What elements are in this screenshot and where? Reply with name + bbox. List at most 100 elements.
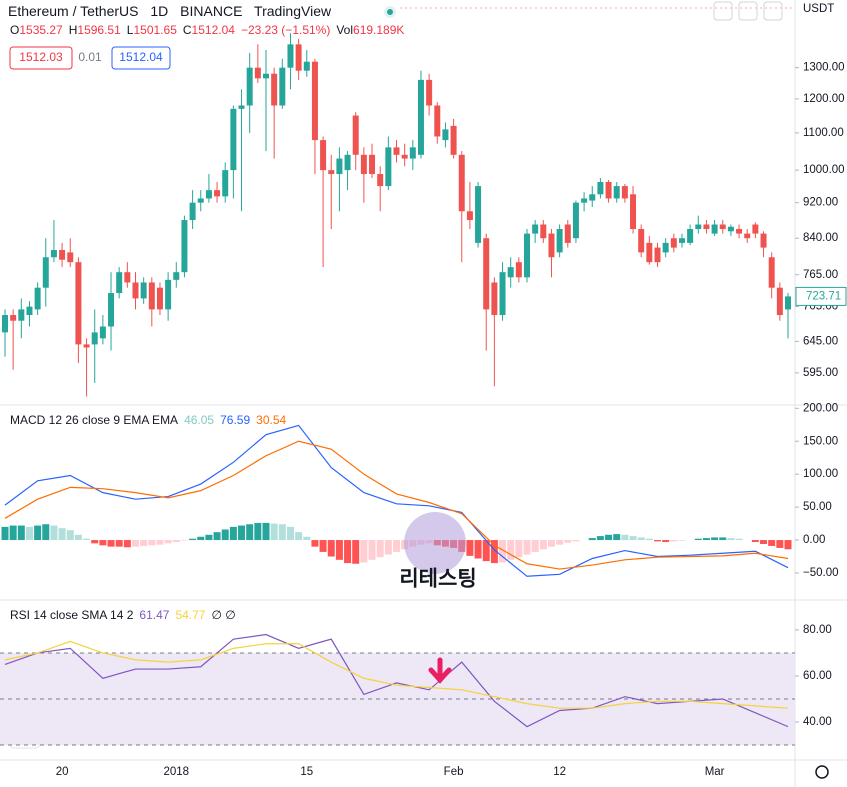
histogram-bar (768, 540, 776, 546)
candle-body (360, 154, 367, 175)
candle-body (287, 44, 294, 68)
y-tick-label: 1200.00 (803, 93, 845, 105)
x-tick-label: 2018 (163, 766, 189, 778)
y-tick-label: 1000.00 (803, 164, 845, 176)
histogram-bar (564, 540, 572, 543)
histogram-bar (221, 529, 229, 541)
candle-body (279, 67, 286, 106)
y-tick-label: 150.00 (803, 435, 838, 447)
ohlc-line: O1535.27 H1596.51 L1501.65 C1512.04 −23.23 (… (10, 23, 404, 37)
histogram-bar (605, 534, 613, 541)
histogram-bar (238, 525, 246, 541)
y-tick-label: 595.00 (803, 367, 838, 379)
legend: MACD 12 26 close 9 EMA EMA 46.05 76.59 30.5… (10, 413, 286, 427)
histogram-bar (107, 540, 115, 547)
histogram-bar (50, 525, 58, 541)
histogram-bar (694, 538, 702, 541)
icon-button[interactable] (763, 1, 783, 21)
histogram-bar (99, 540, 107, 546)
candle-body (10, 315, 17, 321)
candle-body (475, 186, 482, 243)
x-tick-label: 20 (56, 766, 69, 778)
buy-box[interactable] (111, 46, 171, 70)
y-tick-label: −50.00 (803, 567, 839, 579)
histogram-bar (482, 540, 490, 562)
candle-body (687, 229, 694, 243)
highlight-circle (404, 512, 466, 574)
legend-value: 61.47 (139, 608, 169, 622)
candle-body (197, 198, 204, 203)
candle-body (246, 67, 253, 106)
histogram-bar (180, 540, 188, 541)
candle-body (621, 186, 628, 199)
histogram-bar (376, 540, 384, 558)
line (4, 424, 789, 577)
histogram-bar (588, 538, 596, 541)
candle-body (254, 67, 261, 79)
histogram-bar (523, 540, 531, 555)
candle-body (515, 262, 522, 278)
annotation: 리테스팅 (399, 568, 476, 591)
histogram-bar (74, 534, 82, 541)
candle-body (703, 224, 710, 230)
histogram-bar (662, 540, 670, 543)
icon-button[interactable] (738, 1, 758, 21)
last-price-box (795, 286, 847, 306)
candle-body (328, 170, 335, 175)
x-tick-label: Feb (444, 766, 464, 778)
candle-body (785, 296, 791, 310)
histogram-bar (645, 538, 653, 541)
histogram-bar (547, 540, 555, 547)
candle-body (727, 226, 734, 232)
histogram-bar (319, 540, 327, 552)
histogram-bar (466, 540, 474, 556)
icon-button[interactable] (713, 1, 733, 21)
histogram-bar (25, 526, 33, 541)
candle-body (605, 182, 612, 199)
candle-body (165, 279, 172, 310)
candle-body (124, 272, 131, 283)
histogram-bar (702, 538, 710, 541)
histogram-bar (751, 540, 759, 543)
ohlc-label: L (127, 23, 134, 37)
currency[interactable]: USDT (803, 3, 834, 15)
y-tick-label: 0.00 (803, 534, 825, 546)
candle-body (532, 224, 539, 234)
histogram-bar (34, 525, 42, 541)
histogram-bar (507, 540, 515, 560)
symbol-line: Ethereum / TetherUS 1D BINANCE TradingVi… (8, 3, 332, 19)
legend-title: RSI 14 close SMA 14 2 (10, 608, 134, 622)
candle-body (744, 233, 751, 239)
candle-body (83, 344, 90, 348)
candle-body (173, 272, 180, 280)
histogram-bar (115, 540, 123, 547)
line (4, 633, 789, 728)
candle-body (50, 250, 57, 258)
histogram-bar (368, 540, 376, 560)
histogram-bar (254, 522, 262, 541)
histogram-bar (637, 537, 645, 541)
candle-body (189, 202, 196, 221)
candle-body (108, 293, 115, 327)
candle-body (369, 154, 376, 175)
y-tick-label: 1100.00 (803, 127, 844, 139)
change: −23.23 (−1.51%) (241, 23, 330, 37)
candle-body (238, 105, 245, 109)
settings-icon[interactable] (815, 765, 829, 779)
buy-price: 1512.04 (119, 50, 163, 64)
histogram-bar (295, 532, 303, 541)
histogram-bar (784, 540, 792, 550)
histogram-bar (311, 540, 319, 547)
histogram-bar (246, 524, 254, 541)
histogram-bar (727, 538, 735, 541)
candle-body (377, 174, 384, 187)
candle-body (132, 282, 139, 299)
candle-body (572, 202, 579, 239)
candle-body (736, 229, 743, 234)
status-dot (387, 9, 393, 15)
candle-body (295, 44, 302, 71)
x-tick-label: Mar (705, 766, 725, 778)
sell-box[interactable] (9, 46, 73, 70)
histogram-bar (9, 525, 17, 541)
histogram-bar (719, 537, 727, 541)
